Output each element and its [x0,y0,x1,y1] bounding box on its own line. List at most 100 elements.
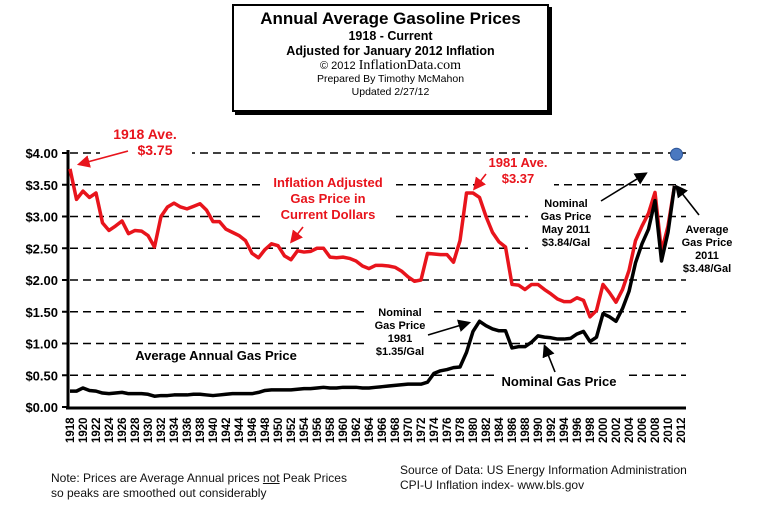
x-tick-label: 1932 [156,417,168,443]
ann-may2011-line2: Gas Price [541,211,592,223]
x-tick-label: 1996 [572,417,584,443]
footnote-text-not: not [262,471,280,485]
copyright-year: © 2012 [320,60,356,72]
x-tick-label: 1940 [208,417,220,443]
y-tick-label: $3.00 [25,210,58,225]
ann-avg2011-line4: $3.48/Gal [683,263,731,275]
x-tick-label: 1952 [286,417,298,443]
ann-avg2011-line1: Average [685,224,728,236]
x-tick-label: 1918 [65,417,77,443]
x-tick-label: 2010 [663,417,675,443]
ann-nominal: Nominal Gas Price [502,374,617,389]
x-tick-label: 1954 [299,417,311,443]
x-tick-label: 1960 [338,417,350,443]
x-tick-label: 1928 [130,417,142,443]
x-tick-label: 1958 [325,417,337,443]
footnote-text-c: Peak Prices [279,471,347,485]
series-lines [68,147,683,398]
x-tick-label: 1930 [143,417,155,443]
y-tick-label: $2.00 [25,273,58,288]
x-tick-label: 2000 [598,417,610,443]
x-tick-label: 1926 [117,417,129,443]
x-tick-label: 1946 [247,417,259,443]
annotation-background [494,372,626,390]
footnote-line1: Note: Prices are Average Annual prices n… [51,471,347,486]
arrow-adjusted [290,226,304,244]
annotation-background [262,174,396,224]
ann-nom1981-line1: Nominal [378,307,421,319]
ann-may2011-line1: Nominal [544,198,587,210]
x-tick-label: 1984 [494,417,506,443]
footnote-line2: so peaks are smoothed out considerably [51,486,267,500]
x-tick-label: 1968 [390,417,402,443]
x-tick-label: 1920 [78,417,90,443]
arrow-1981 [473,173,487,191]
x-tick-label: 1936 [182,417,194,443]
annotations: 1918 Ave. $3.75 Inflation Adjusted Gas P… [113,126,732,389]
prepared-by: Prepared By Timothy McMahon [316,73,465,85]
arrow-nominal [542,344,556,373]
copyright: © 2012 InflationData.com [234,59,547,73]
x-tick-label: 1972 [416,417,428,443]
annotation-background [128,346,306,364]
source-line2: CPI-U Inflation index- www.bls.gov [400,478,585,492]
x-tick-label: 1942 [221,417,233,443]
ann-avg2011-line2: Gas Price [682,237,733,249]
x-tick-label: 1948 [260,417,272,443]
annotation-background [368,306,432,360]
arrow-nom1981 [427,319,472,336]
ann-1918-line2: $3.75 [137,142,172,158]
x-tick-label: 1962 [351,417,363,443]
annotation-arrows [76,150,700,373]
arrow-avg2011 [675,184,700,216]
arrow-1918 [76,150,129,168]
nominal-price-line [70,185,677,398]
y-tick-label: $0.00 [25,400,58,415]
y-tick-label: $0.50 [25,368,58,383]
x-tick-label: 2002 [611,417,623,443]
ann-1981-line2: $3.37 [502,171,535,186]
ann-nom1981-line4: $1.35/Gal [376,346,424,358]
ann-may2011-line3: May 2011 [542,224,590,236]
source-line1: Source of Data: US Energy Information Ad… [400,463,687,477]
x-tick-label: 2006 [637,417,649,443]
x-tick-label: 1974 [429,417,441,443]
x-tick-label: 1998 [585,417,597,443]
x-tick-label: 1938 [195,417,207,443]
source-note: Source of Data: US Energy Information Ad… [400,463,687,493]
may-2011-point [670,147,683,161]
chart-subtitle-inflation: Adjusted for January 2012 Inflation [286,44,495,58]
x-tick-label: 1992 [546,417,558,443]
ann-adjusted-line3: Current Dollars [281,207,376,222]
x-tick-label: 1924 [104,417,116,443]
y-tick-label: $1.50 [25,305,58,320]
ann-nom1981-line2: Gas Price [375,320,426,332]
x-tick-label: 1956 [312,417,324,443]
x-tick-label: 1922 [91,417,103,443]
chart-title: Annual Average Gasoline Prices [260,9,521,28]
x-axis-ticks: 1918 1920 1922 1924 1926 1928 1930 1932 1934 1936… [65,417,688,443]
y-tick-label: $2.50 [25,241,58,256]
x-tick-label: 1990 [533,417,545,443]
x-tick-label: 1994 [559,417,571,443]
y-tick-label: $4.00 [25,146,58,161]
x-tick-label: 1934 [169,417,181,443]
ann-adjusted-line2: Gas Price in [290,191,365,206]
x-tick-label: 1970 [403,417,415,443]
arrow-may2011 [600,172,648,202]
ann-adjusted-line1: Inflation Adjusted [273,175,382,190]
ann-avg2011-line3: 2011 [695,250,719,262]
y-axis-ticks: $0.00 $0.50 $1.00 $1.50 $2.00 $2.50 $3.00 $3.50… [25,146,68,415]
x-tick-label: 1986 [507,417,519,443]
x-tick-label: 2004 [624,417,636,443]
updated-date: Updated 2/27/12 [351,86,430,98]
footnote-text-a: Note: Prices are Average Annual prices [51,471,263,485]
x-tick-label: 1944 [234,417,246,443]
x-tick-label: 1950 [273,417,285,443]
ann-avg-annual: Average Annual Gas Price [135,348,297,363]
x-tick-label: 1988 [520,417,532,443]
footnote: Note: Prices are Average Annual prices n… [51,471,347,501]
chart-subtitle-years: 1918 - Current [348,29,433,43]
x-tick-label: 1964 [364,417,376,443]
x-tick-label: 2012 [676,417,688,443]
